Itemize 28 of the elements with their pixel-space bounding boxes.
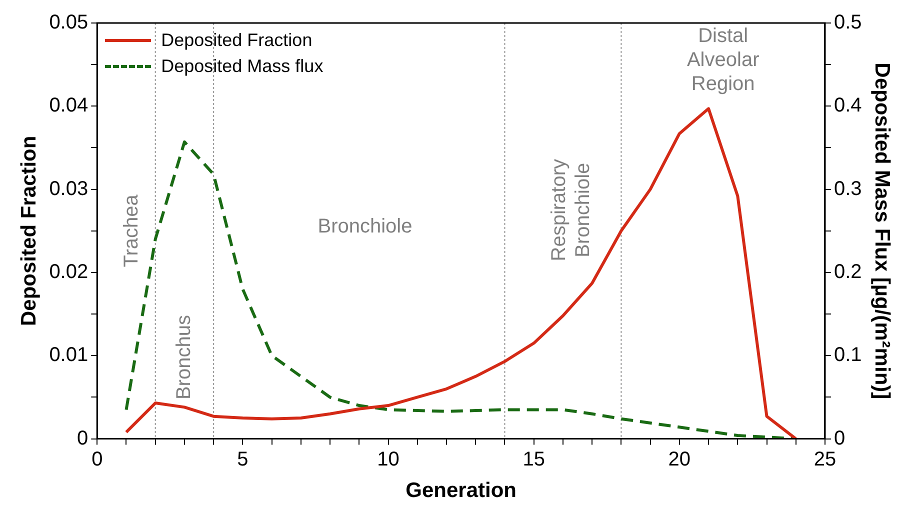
y-tick-label: 0 [77,427,88,450]
y2-tick-label: 0.3 [834,178,862,200]
annotation: Bronchiole [318,215,412,238]
y-tick-label: 0.03 [49,178,88,200]
legend-label: Deposited Mass flux [161,56,324,76]
y-tick-label: 0.02 [49,260,88,283]
x-tick-label: 5 [237,448,248,470]
annotation: Distal Alveolar Region [686,24,760,95]
y2-axis-title: Deposited Mass Flux [µg/(m²min)] [870,62,894,400]
x-axis-title: Generation [406,479,516,502]
y2-tick-label: 0 [834,427,846,450]
y2-tick-label: 0.1 [834,344,862,366]
y2-tick-label: 0.4 [834,94,862,117]
x-tick-label: 25 [814,448,836,470]
y2-tick-label: 0.2 [834,260,862,283]
y-tick-label: 0.05 [49,12,88,34]
x-tick-label: 20 [668,448,691,470]
y-axis-title: Deposited Fraction [17,136,40,326]
x-tick-label: 10 [377,448,400,470]
x-tick-label: 15 [522,448,545,470]
y-tick-label: 0.04 [49,94,88,117]
legend-label: Deposited Fraction [161,30,312,50]
annotation: Bronchus [172,315,195,400]
y-tick-label: 0.01 [49,344,88,366]
x-tick-label: 0 [92,448,103,470]
y2-tick-label: 0.5 [834,12,862,34]
annotation: Trachea [120,194,143,268]
annotation: Respiratory Bronchiole [548,158,594,262]
